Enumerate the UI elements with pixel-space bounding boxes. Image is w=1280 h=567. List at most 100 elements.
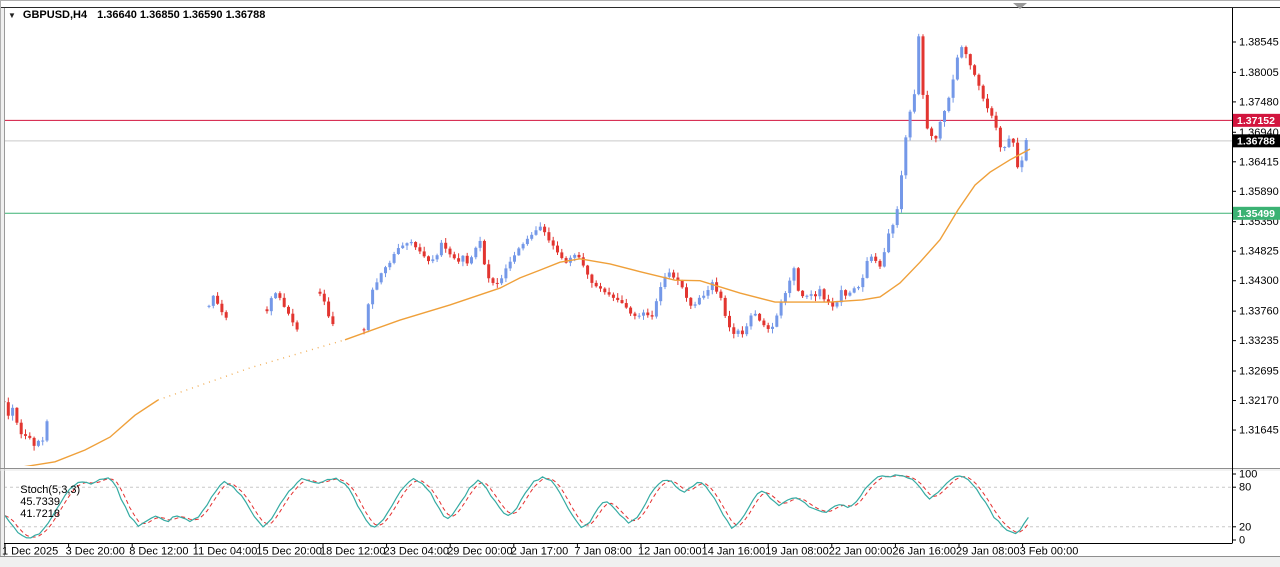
stoch-scale-label: 100 xyxy=(1239,469,1257,481)
candle xyxy=(960,47,964,58)
stochastic-indicator-label: Stoch(5,3,3) 45.7339 41.7218 xyxy=(8,472,86,532)
candle xyxy=(396,248,400,254)
time-axis-drag-area[interactable] xyxy=(4,544,1232,557)
time-tick-label: 29 Jan 08:00 xyxy=(956,546,1020,558)
candle xyxy=(930,128,934,136)
candle xyxy=(624,303,628,308)
chart-shift-marker-icon[interactable] xyxy=(1013,3,1027,9)
candle xyxy=(207,305,211,307)
candle xyxy=(573,254,577,258)
candle xyxy=(710,282,714,291)
candle xyxy=(362,329,366,331)
price-tick-label: 1.33760 xyxy=(1239,306,1279,318)
price-badge-label: 1.36788 xyxy=(1237,135,1275,147)
candle xyxy=(495,282,499,284)
candle xyxy=(771,326,774,329)
candle xyxy=(723,297,727,316)
candle xyxy=(547,232,551,241)
candle xyxy=(19,422,23,435)
candle xyxy=(530,234,534,239)
candle xyxy=(534,230,538,235)
candle xyxy=(740,330,744,335)
candle xyxy=(611,294,615,298)
candle xyxy=(322,293,326,302)
time-tick-label: 15 Dec 20:00 xyxy=(256,546,321,558)
candle xyxy=(224,312,228,318)
candle xyxy=(543,226,547,233)
candle xyxy=(45,421,49,441)
candle xyxy=(274,293,278,299)
candle xyxy=(508,261,512,269)
price-axis-drag-area[interactable] xyxy=(1233,8,1280,543)
candle xyxy=(318,291,322,294)
candle xyxy=(934,135,938,139)
candle xyxy=(895,209,899,226)
candle xyxy=(844,290,848,296)
candle xyxy=(1007,138,1011,148)
candle xyxy=(504,268,508,279)
candle xyxy=(943,110,946,122)
candle xyxy=(629,307,633,314)
candle xyxy=(36,440,40,446)
candle xyxy=(912,94,916,112)
candle xyxy=(955,57,959,80)
symbol-dropdown-icon[interactable]: ▼ xyxy=(8,10,16,20)
candle xyxy=(590,274,594,283)
price-tick-label: 1.33235 xyxy=(1239,335,1279,347)
candle xyxy=(1011,138,1015,143)
candle xyxy=(470,257,473,264)
candle xyxy=(41,440,45,442)
candle xyxy=(801,290,805,297)
candle xyxy=(667,272,671,277)
candle xyxy=(891,225,895,234)
candle xyxy=(745,326,749,335)
candle xyxy=(990,108,994,116)
price-tick-label: 1.32695 xyxy=(1239,366,1279,378)
candle xyxy=(265,309,269,312)
candle xyxy=(951,79,955,98)
symbol-timeframe-label: GBPUSD,H4 xyxy=(22,9,88,21)
candle xyxy=(28,435,32,438)
time-tick-label: 2 Jan 17:00 xyxy=(511,546,569,558)
candle xyxy=(435,255,439,260)
candle xyxy=(11,407,15,416)
price-tick-label: 1.35890 xyxy=(1239,186,1279,198)
price-badge-resistance xyxy=(1233,113,1280,127)
candle xyxy=(388,262,392,268)
candle xyxy=(517,248,521,256)
time-tick-label: 3 Dec 20:00 xyxy=(66,546,125,558)
stochastic-d-value: 41.7218 xyxy=(20,508,60,520)
candle xyxy=(15,407,19,423)
candle xyxy=(327,301,331,317)
candle xyxy=(977,74,981,86)
stoch-scale-label: 80 xyxy=(1239,482,1251,494)
candle xyxy=(220,303,224,313)
price-tick-label: 1.32170 xyxy=(1239,395,1279,407)
stoch-k-line xyxy=(4,474,1029,539)
stochastic-plot-area[interactable] xyxy=(4,471,1232,543)
time-tick-label: 14 Jan 16:00 xyxy=(702,546,766,558)
candle xyxy=(715,282,719,292)
candle xyxy=(427,256,430,262)
candle xyxy=(736,330,740,334)
candle xyxy=(826,299,830,302)
price-badge-support xyxy=(1233,206,1280,220)
stochastic-series xyxy=(4,474,1029,539)
candle xyxy=(719,291,723,298)
candle xyxy=(650,315,654,317)
candle xyxy=(659,287,663,302)
main-chart-plot-area[interactable] xyxy=(4,9,1232,467)
candle xyxy=(783,293,787,303)
candle xyxy=(788,280,792,294)
candle xyxy=(697,297,701,305)
time-tick-label: 19 Jan 08:00 xyxy=(765,546,829,558)
stoch-scale-label: 20 xyxy=(1239,521,1251,533)
candle xyxy=(560,252,564,259)
candle xyxy=(839,290,843,303)
price-tick-label: 1.34825 xyxy=(1239,246,1279,258)
candle xyxy=(882,252,886,267)
time-tick-label: 26 Jan 16:00 xyxy=(892,546,956,558)
